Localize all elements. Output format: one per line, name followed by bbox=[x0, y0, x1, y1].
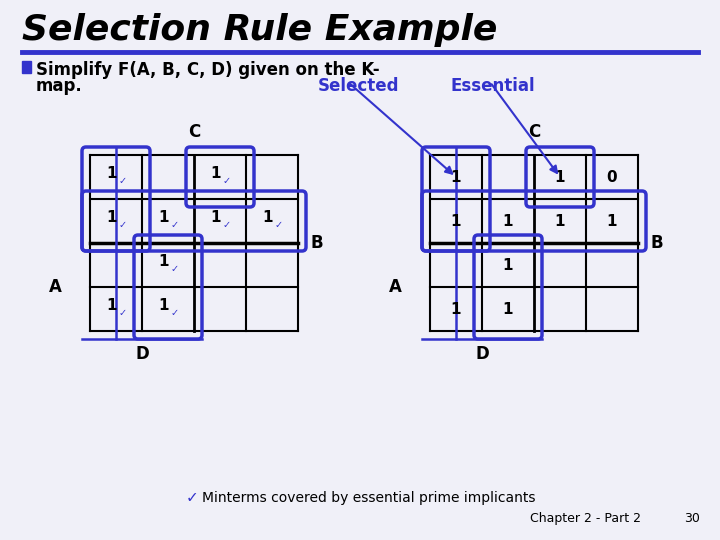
Text: Selection Rule Example: Selection Rule Example bbox=[22, 13, 498, 47]
Text: 1: 1 bbox=[554, 213, 565, 228]
Text: D: D bbox=[135, 345, 149, 363]
Text: 30: 30 bbox=[684, 512, 700, 525]
Text: Essential: Essential bbox=[450, 77, 535, 95]
Text: 1: 1 bbox=[607, 213, 617, 228]
Text: C: C bbox=[188, 123, 200, 141]
Text: map.: map. bbox=[36, 77, 83, 95]
Text: 1: 1 bbox=[107, 211, 117, 226]
Text: C: C bbox=[528, 123, 540, 141]
Bar bbox=[22, 61, 31, 73]
Text: ✓: ✓ bbox=[171, 308, 179, 318]
Text: 1: 1 bbox=[451, 170, 462, 185]
Text: 1: 1 bbox=[451, 213, 462, 228]
Text: 1: 1 bbox=[107, 166, 117, 181]
Text: B: B bbox=[650, 234, 662, 252]
Text: B: B bbox=[310, 234, 323, 252]
Text: 1: 1 bbox=[503, 213, 513, 228]
Text: ✓: ✓ bbox=[119, 308, 127, 318]
Text: ✓: ✓ bbox=[119, 220, 127, 230]
Text: 1: 1 bbox=[107, 299, 117, 314]
Text: 1: 1 bbox=[451, 301, 462, 316]
Text: A: A bbox=[389, 278, 402, 296]
Text: ✓: ✓ bbox=[275, 220, 283, 230]
Text: Minterms covered by essential prime implicants: Minterms covered by essential prime impl… bbox=[202, 491, 536, 505]
Text: ✓: ✓ bbox=[171, 220, 179, 230]
Text: Chapter 2 - Part 2: Chapter 2 - Part 2 bbox=[530, 512, 641, 525]
Text: 1: 1 bbox=[158, 254, 169, 269]
Text: ✓: ✓ bbox=[171, 264, 179, 274]
Text: 1: 1 bbox=[554, 170, 565, 185]
Text: A: A bbox=[49, 278, 62, 296]
Text: 1: 1 bbox=[158, 211, 169, 226]
Text: 1: 1 bbox=[503, 301, 513, 316]
Text: 1: 1 bbox=[158, 299, 169, 314]
Text: 1: 1 bbox=[263, 211, 274, 226]
Text: Simplify F(A, B, C, D) given on the K-: Simplify F(A, B, C, D) given on the K- bbox=[36, 61, 379, 79]
Text: D: D bbox=[475, 345, 489, 363]
Text: 1: 1 bbox=[503, 258, 513, 273]
Text: ✓: ✓ bbox=[119, 176, 127, 186]
Text: 1: 1 bbox=[211, 166, 221, 181]
Text: ✓: ✓ bbox=[186, 490, 199, 505]
Text: ✓: ✓ bbox=[223, 220, 231, 230]
Text: 1: 1 bbox=[211, 211, 221, 226]
Text: ✓: ✓ bbox=[223, 176, 231, 186]
Text: Selected: Selected bbox=[318, 77, 400, 95]
Text: 0: 0 bbox=[607, 170, 617, 185]
